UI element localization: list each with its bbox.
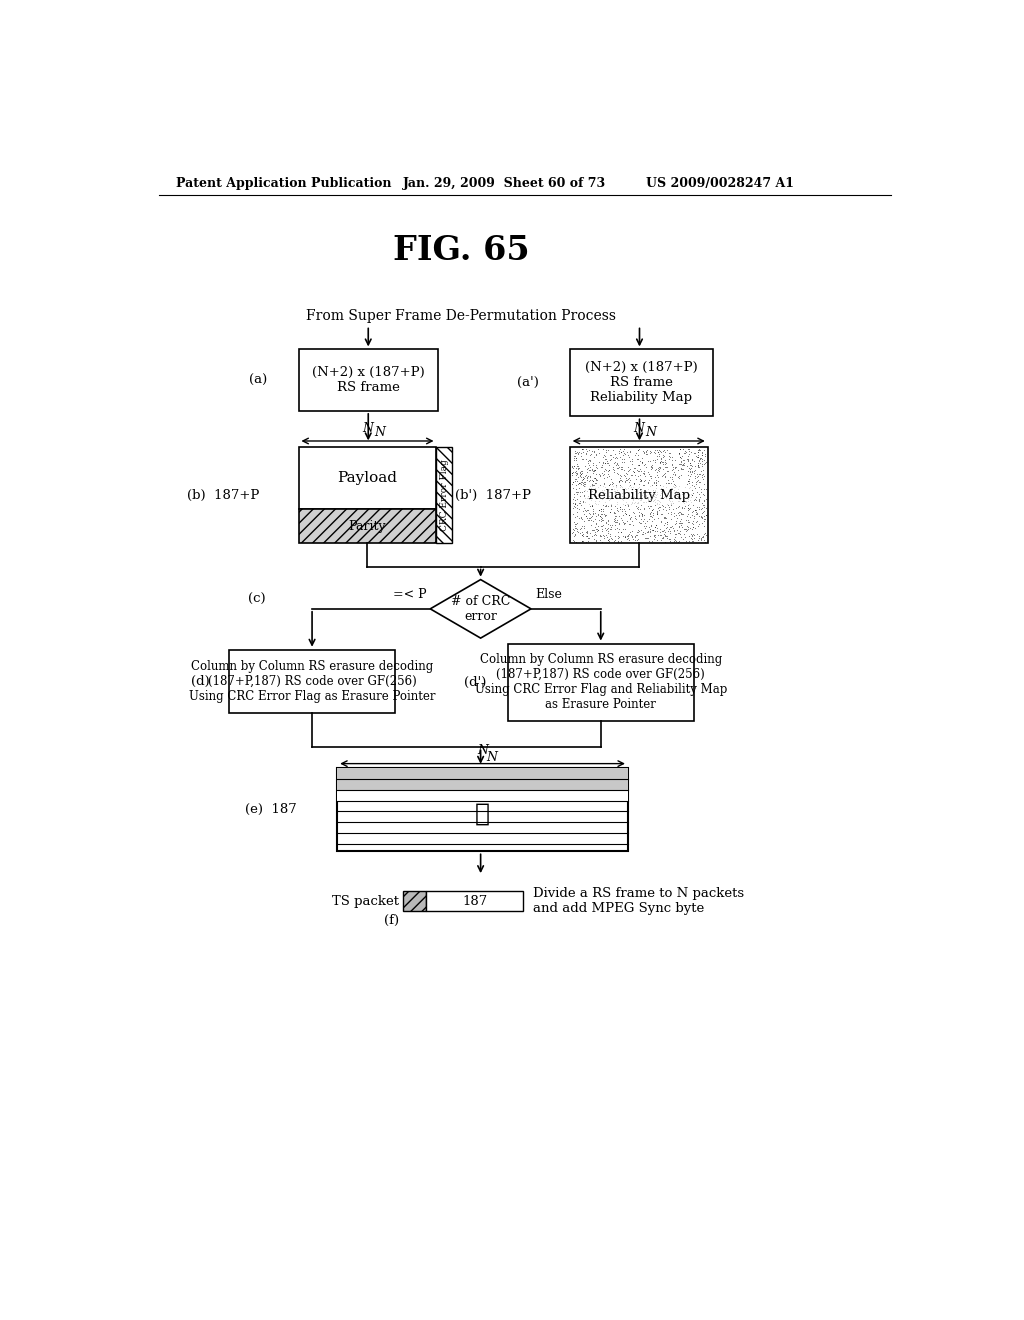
Point — [672, 520, 688, 541]
Point — [658, 512, 675, 533]
Point — [607, 477, 624, 498]
Point — [620, 525, 636, 546]
Point — [618, 491, 635, 512]
Point — [692, 463, 709, 484]
Point — [575, 486, 592, 507]
Point — [572, 506, 589, 527]
Point — [568, 449, 585, 470]
Point — [624, 494, 640, 515]
Point — [694, 502, 711, 523]
Point — [691, 450, 708, 471]
Point — [691, 438, 708, 459]
Point — [646, 516, 663, 537]
Point — [575, 517, 592, 539]
Point — [570, 458, 587, 479]
Point — [636, 474, 652, 495]
Point — [675, 503, 691, 524]
Point — [582, 475, 598, 496]
Point — [695, 463, 712, 484]
Point — [647, 474, 664, 495]
Point — [610, 527, 627, 548]
Point — [682, 462, 698, 483]
Point — [580, 486, 596, 507]
Point — [684, 502, 700, 523]
Text: Column by Column RS erasure decoding
(187+P,187) RS code over GF(256)
Using CRC : Column by Column RS erasure decoding (18… — [474, 653, 727, 711]
Point — [607, 444, 624, 465]
Point — [577, 480, 593, 502]
Point — [650, 490, 667, 511]
Point — [648, 480, 665, 502]
Point — [659, 503, 676, 524]
Point — [614, 479, 631, 500]
Point — [579, 521, 595, 543]
Point — [568, 520, 585, 541]
Point — [574, 524, 591, 545]
Point — [581, 502, 597, 523]
Point — [696, 500, 713, 521]
Point — [690, 488, 707, 510]
Point — [662, 529, 678, 550]
Point — [682, 498, 698, 519]
Point — [660, 517, 677, 539]
Point — [689, 447, 706, 469]
Point — [573, 438, 590, 459]
Point — [689, 529, 706, 550]
Point — [601, 490, 617, 511]
Point — [673, 458, 689, 479]
Point — [600, 529, 616, 550]
Bar — [508, 644, 693, 721]
Point — [579, 520, 595, 541]
Point — [622, 508, 638, 529]
Point — [585, 503, 601, 524]
Point — [648, 469, 665, 490]
Point — [655, 515, 672, 536]
Point — [680, 450, 696, 471]
Point — [567, 463, 584, 484]
Point — [637, 469, 653, 490]
Point — [600, 523, 616, 544]
Point — [597, 449, 613, 470]
Point — [685, 525, 701, 546]
Point — [651, 499, 668, 520]
Point — [680, 470, 696, 491]
Point — [588, 454, 604, 475]
Point — [574, 471, 591, 492]
Point — [643, 458, 659, 479]
Point — [650, 494, 667, 515]
Point — [641, 521, 657, 543]
Point — [605, 511, 622, 532]
Point — [633, 512, 649, 533]
Point — [640, 498, 656, 519]
Point — [651, 496, 668, 517]
Point — [607, 447, 624, 469]
Point — [680, 498, 696, 519]
Point — [631, 504, 647, 525]
Point — [611, 467, 628, 488]
Point — [577, 466, 593, 487]
Point — [574, 531, 591, 552]
Point — [651, 458, 668, 479]
Point — [623, 465, 639, 486]
Point — [627, 491, 643, 512]
Point — [637, 527, 653, 548]
Point — [693, 506, 710, 527]
Point — [616, 527, 633, 548]
Point — [625, 492, 641, 513]
Point — [674, 483, 690, 504]
Point — [602, 513, 618, 535]
Point — [653, 447, 670, 469]
Point — [642, 503, 658, 524]
Point — [685, 463, 701, 484]
Point — [690, 440, 707, 461]
Point — [565, 531, 582, 552]
Point — [612, 496, 629, 517]
Point — [657, 457, 674, 478]
Point — [573, 462, 590, 483]
Point — [569, 506, 586, 527]
Point — [570, 458, 587, 479]
Point — [654, 458, 671, 479]
Point — [676, 492, 692, 513]
Point — [633, 503, 649, 524]
Point — [693, 492, 710, 513]
Point — [622, 458, 638, 479]
